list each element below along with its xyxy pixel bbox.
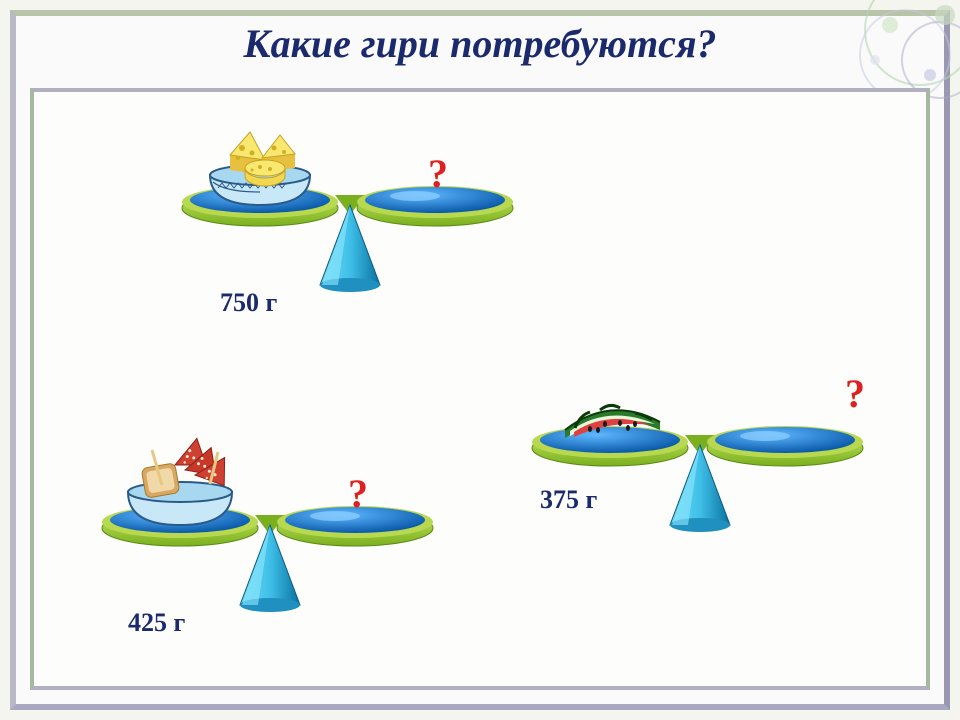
question-mark: ?	[428, 150, 448, 197]
question-mark: ?	[845, 370, 865, 417]
weight-label: 375 г	[540, 485, 597, 515]
scale-watermelon-svg	[530, 350, 870, 550]
scale-meat-svg	[100, 430, 440, 630]
scale-meat: ? 425 г	[100, 430, 440, 610]
weight-label: 425 г	[128, 608, 185, 638]
scale-cheese: ? 750 г	[180, 110, 520, 290]
question-mark: ?	[348, 470, 368, 517]
scale-watermelon: ? 375 г	[530, 350, 870, 530]
scale-cheese-svg	[180, 110, 520, 310]
page-title: Какие гири потребуются?	[0, 20, 960, 67]
weight-label: 750 г	[220, 288, 277, 318]
